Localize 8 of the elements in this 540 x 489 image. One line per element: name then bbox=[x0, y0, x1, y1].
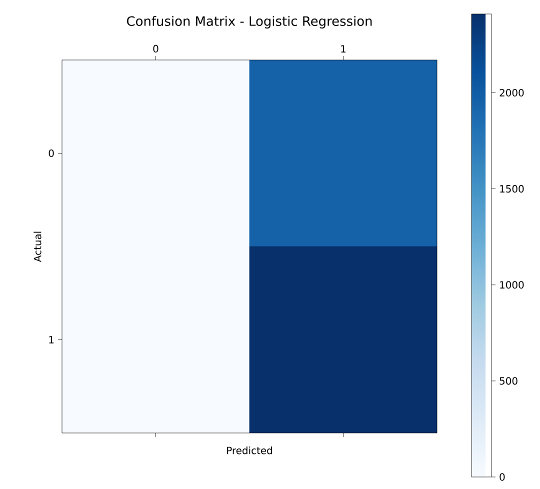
color-bar-label: 500 bbox=[500, 377, 518, 385]
color-bar-label: 2000 bbox=[500, 88, 524, 97]
color-bar-label: 1000 bbox=[500, 281, 524, 289]
chart-title: Confusion Matrix - Logistic Regression bbox=[127, 16, 372, 28]
y-axis-title: Actual bbox=[34, 232, 42, 262]
color-bar-label: 0 bbox=[500, 473, 505, 481]
x-axis-title: Predicted bbox=[227, 446, 272, 454]
color-bar-label: 1500 bbox=[500, 185, 524, 193]
